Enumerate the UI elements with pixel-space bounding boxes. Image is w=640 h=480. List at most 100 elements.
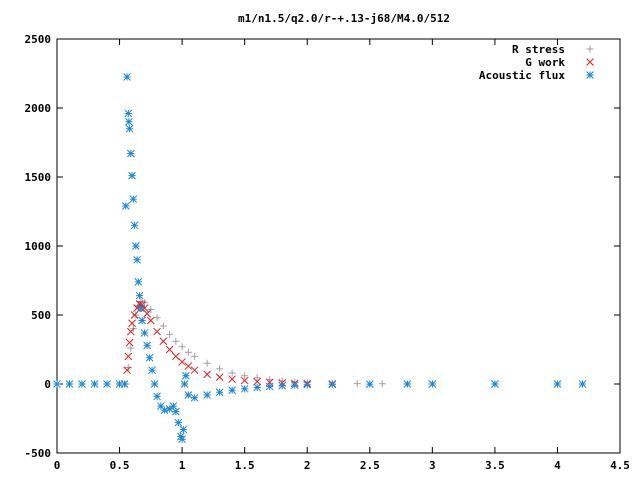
data-point: [133, 304, 141, 312]
data-point: [172, 352, 180, 361]
data-point: [115, 380, 124, 388]
data-point: [148, 366, 156, 375]
data-point: [132, 311, 140, 319]
legend-marker: [586, 45, 594, 53]
data-point: [153, 314, 161, 322]
series-layer: [53, 73, 587, 444]
axis-ticks: 0 0.5 1 1.5 2 2.5 3 3.5 4 4.5-5000500100015002000…: [25, 33, 630, 472]
data-point: [160, 406, 169, 415]
data-point: [328, 380, 337, 389]
data-point: [131, 242, 140, 250]
data-point: [241, 372, 249, 380]
data-point: [65, 380, 74, 388]
x-tick-label: 2.5: [360, 459, 380, 472]
data-point: [125, 117, 133, 126]
data-point: [190, 366, 199, 375]
data-point: [184, 362, 193, 370]
data-point: [147, 305, 155, 313]
data-point: [265, 382, 274, 391]
data-point: [138, 316, 146, 325]
data-point: [124, 363, 132, 371]
data-point: [125, 338, 134, 347]
data-point: [129, 195, 138, 203]
data-point: [124, 352, 133, 361]
y-tick-label: 0: [44, 378, 51, 391]
data-point: [143, 341, 151, 350]
data-point: [127, 344, 135, 352]
data-point: [150, 380, 159, 388]
data-point: [353, 380, 361, 388]
plot-frame: [56, 38, 621, 454]
data-point: [184, 391, 193, 399]
data-point: [165, 345, 174, 354]
data-point: [253, 374, 261, 382]
data-point: [130, 221, 139, 230]
data-point: [303, 380, 312, 389]
data-point: [403, 380, 412, 388]
data-point: [165, 404, 174, 413]
x-tick-label: 2: [304, 459, 311, 472]
series-acoustic-flux: [53, 73, 587, 444]
y-tick-label: 1500: [25, 171, 52, 184]
data-point: [136, 304, 145, 312]
data-point: [491, 380, 499, 388]
data-point: [159, 337, 168, 346]
data-point: [215, 388, 224, 397]
data-point: [153, 392, 161, 401]
data-point: [190, 393, 199, 402]
data-point: [134, 278, 143, 286]
y-tick-label: 500: [31, 309, 51, 322]
data-point: [180, 380, 189, 388]
x-tick-label: 3: [429, 459, 436, 472]
data-point: [191, 352, 199, 360]
data-point: [124, 109, 133, 118]
data-point: [140, 329, 149, 337]
data-point: [123, 73, 131, 81]
data-point: [172, 337, 180, 345]
y-tick-label: 2500: [25, 33, 52, 46]
data-point: [203, 370, 211, 379]
data-point: [184, 348, 192, 356]
data-point: [553, 380, 562, 388]
data-point: [128, 319, 136, 328]
data-point: [253, 377, 262, 386]
data-point: [428, 380, 437, 388]
data-point: [121, 202, 130, 210]
data-point: [216, 365, 224, 373]
data-point: [123, 366, 131, 375]
data-point: [178, 358, 186, 366]
data-point: [365, 380, 374, 388]
y-tick-label: 2000: [25, 102, 52, 115]
data-point: [578, 380, 587, 388]
data-point: [203, 359, 211, 367]
data-point: [78, 380, 86, 388]
data-point: [130, 311, 139, 319]
x-tick-label: 4: [554, 459, 561, 472]
data-point: [179, 425, 188, 434]
data-point: [178, 435, 186, 444]
y-tick-label: 1000: [25, 240, 52, 253]
data-point: [126, 149, 135, 158]
data-point: [177, 432, 185, 441]
legend-label: Acoustic flux: [479, 69, 565, 82]
data-point: [228, 375, 237, 384]
data-point: [120, 380, 129, 388]
data-point: [153, 327, 161, 336]
data-point: [169, 402, 178, 410]
data-point: [133, 255, 141, 264]
data-point: [228, 369, 236, 377]
data-point: [53, 380, 61, 388]
data-point: [135, 300, 144, 308]
x-tick-label: 0: [54, 459, 61, 472]
data-point: [146, 316, 155, 325]
data-point: [126, 327, 135, 336]
data-point: [215, 373, 224, 381]
data-point: [90, 380, 99, 388]
data-point: [125, 124, 134, 133]
data-point: [156, 402, 165, 410]
data-point: [378, 380, 386, 388]
data-point: [140, 304, 149, 312]
data-point: [172, 407, 180, 416]
chart-title: m1/n1.5/q2.0/r-+.13-j68/M4.0/512: [238, 12, 450, 25]
